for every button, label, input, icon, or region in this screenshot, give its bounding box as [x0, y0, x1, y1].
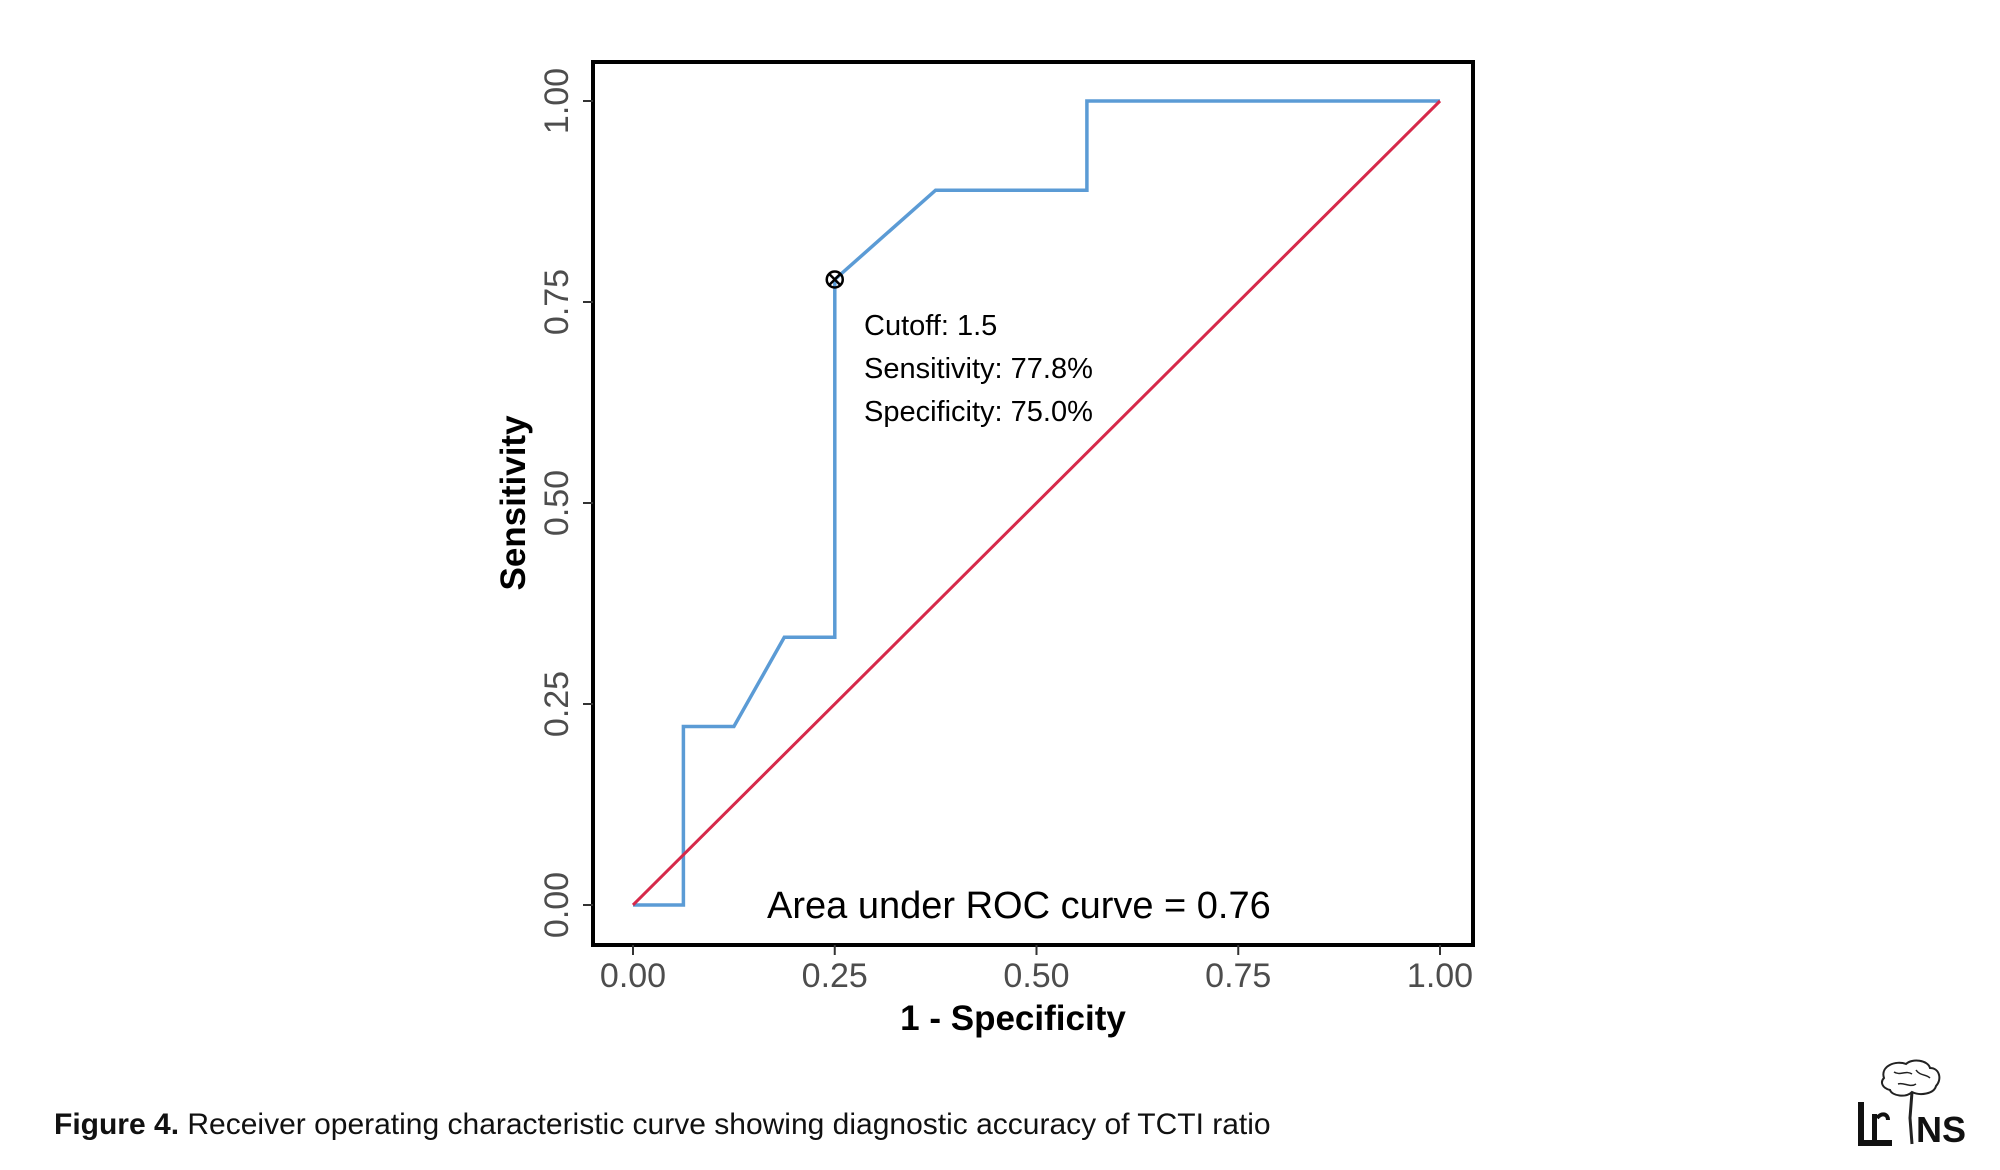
- annotation-cutoff: Cutoff: 1.5: [864, 310, 997, 342]
- y-axis-title: Sensitivity: [494, 415, 533, 591]
- y-tick-label: 0.25: [538, 671, 576, 737]
- roc-curve-line: [633, 99, 1440, 907]
- figure-caption-text: Receiver operating characteristic curve …: [179, 1108, 1271, 1141]
- x-tick-label: 0.00: [600, 957, 666, 995]
- logo-text: NS: [1916, 1109, 1966, 1148]
- x-tick-label: 0.75: [1205, 957, 1271, 995]
- cutoff-point-marker: [825, 270, 844, 289]
- brain-logo-icon: NS: [1858, 1059, 1966, 1148]
- x-tick-label: 1.00: [1407, 957, 1473, 995]
- y-tick-label: 1.00: [538, 68, 576, 134]
- reference-diagonal-line: [631, 99, 1442, 907]
- annotation-auc: Area under ROC curve = 0.76: [767, 885, 1271, 927]
- annotation-specificity: Specificity: 75.0%: [864, 396, 1093, 428]
- y-tick-label: 0.75: [538, 269, 576, 335]
- figure-label: Figure 4.: [54, 1108, 180, 1141]
- x-axis-title: 1 - Specificity: [900, 999, 1126, 1038]
- y-tick-label: 0.00: [538, 872, 576, 938]
- x-tick-label: 0.50: [1003, 957, 1069, 995]
- y-tick-label: 0.50: [538, 470, 576, 536]
- x-tick-label: 0.25: [802, 957, 868, 995]
- figure-caption: Figure 4. Receiver operating characteris…: [54, 1108, 1271, 1142]
- annotation-sensitivity: Sensitivity: 77.8%: [864, 353, 1093, 385]
- roc-chart: 0.00 0.25 0.50 0.75 1.00 0.00 0.25 0.50 0.75 1.00…: [494, 60, 1475, 1038]
